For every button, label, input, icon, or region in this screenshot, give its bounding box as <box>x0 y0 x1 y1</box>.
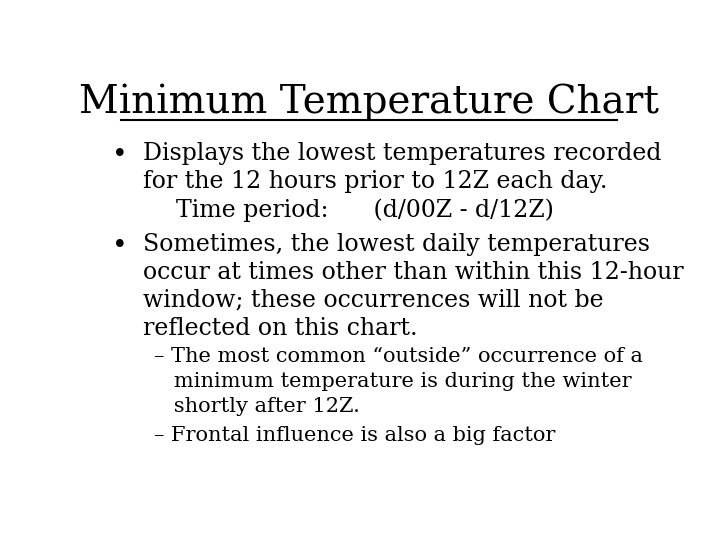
Text: •: • <box>112 141 128 167</box>
Text: Minimum Temperature Chart: Minimum Temperature Chart <box>79 84 659 121</box>
Text: occur at times other than within this 12-hour: occur at times other than within this 12… <box>143 261 683 284</box>
Text: minimum temperature is during the winter: minimum temperature is during the winter <box>154 372 631 390</box>
Text: •: • <box>112 233 128 258</box>
Text: window; these occurrences will not be: window; these occurrences will not be <box>143 289 603 312</box>
Text: – The most common “outside” occurrence of a: – The most common “outside” occurrence o… <box>154 347 643 366</box>
Text: – Frontal influence is also a big factor: – Frontal influence is also a big factor <box>154 426 556 445</box>
Text: reflected on this chart.: reflected on this chart. <box>143 317 418 340</box>
Text: for the 12 hours prior to 12Z each day.: for the 12 hours prior to 12Z each day. <box>143 170 608 193</box>
Text: shortly after 12Z.: shortly after 12Z. <box>154 396 360 416</box>
Text: Displays the lowest temperatures recorded: Displays the lowest temperatures recorde… <box>143 141 662 165</box>
Text: Sometimes, the lowest daily temperatures: Sometimes, the lowest daily temperatures <box>143 233 650 256</box>
Text: Time period:      (d/00Z - d/12Z): Time period: (d/00Z - d/12Z) <box>176 199 554 222</box>
